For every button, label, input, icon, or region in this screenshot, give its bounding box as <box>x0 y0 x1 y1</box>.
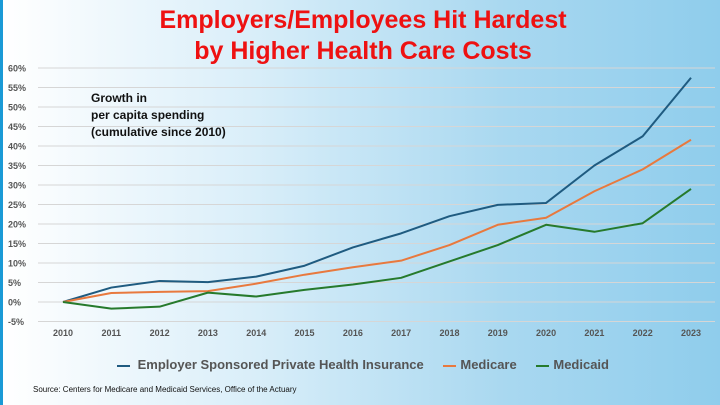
legend-item-medicaid: Medicaid <box>536 357 609 372</box>
y-tick-label: 60% <box>8 64 26 74</box>
annotation-line: Growth in <box>91 91 147 105</box>
chart-annotation: Growth in per capita spending (cumulativ… <box>91 90 226 141</box>
legend-swatch <box>117 364 131 367</box>
y-tick-label: 0% <box>8 298 21 308</box>
title-line-1: Employers/Employees Hit Hardest <box>159 6 567 34</box>
x-tick-label: 2023 <box>681 328 701 338</box>
x-tick-label: 2010 <box>53 328 73 338</box>
legend: Employer Sponsored Private Health Insura… <box>3 357 720 372</box>
legend-label: Medicaid <box>553 357 609 372</box>
annotation-line: per capita spending <box>91 108 205 122</box>
title-line-2: by Higher Health Care Costs <box>194 37 532 65</box>
y-tick-label: 35% <box>8 161 26 171</box>
legend-item-medicare: Medicare <box>443 357 517 372</box>
y-tick-label: -5% <box>8 317 24 327</box>
chart-title: Employers/Employees Hit Hardest by Highe… <box>3 5 720 67</box>
x-tick-label: 2013 <box>198 328 218 338</box>
y-tick-label: 25% <box>8 200 26 210</box>
source-note: Source: Centers for Medicare and Medicai… <box>33 385 297 394</box>
annotation-line: (cumulative since 2010) <box>91 125 226 139</box>
x-tick-label: 2017 <box>391 328 411 338</box>
y-tick-label: 10% <box>8 259 26 269</box>
series-line-medicare <box>62 138 692 303</box>
x-tick-label: 2022 <box>633 328 653 338</box>
x-tick-label: 2019 <box>488 328 508 338</box>
x-tick-label: 2014 <box>246 328 266 338</box>
y-tick-label: 15% <box>8 239 26 249</box>
series-line-medicaid <box>62 188 692 310</box>
y-tick-label: 55% <box>8 83 26 93</box>
x-tick-label: 2015 <box>295 328 315 338</box>
x-tick-label: 2021 <box>584 328 604 338</box>
x-tick-label: 2011 <box>102 328 122 338</box>
y-tick-label: 30% <box>8 181 26 191</box>
y-tick-label: 40% <box>8 142 26 152</box>
x-tick-label: 2012 <box>150 328 170 338</box>
series-line-employer <box>62 77 692 303</box>
line-chart: -5% 0% 5% 10% 15% 20% 25% 30% 35% 40% 45% 50% 55% 60%… <box>8 64 715 338</box>
y-tick-label: 20% <box>8 220 26 230</box>
x-tick-label: 2018 <box>439 328 459 338</box>
y-tick-label: 45% <box>8 122 26 132</box>
y-tick-label: 5% <box>8 278 21 288</box>
legend-swatch <box>536 364 550 367</box>
legend-item-employer: Employer Sponsored Private Health Insura… <box>117 357 424 372</box>
x-tick-label: 2016 <box>343 328 363 338</box>
legend-label: Employer Sponsored Private Health Insura… <box>137 357 424 372</box>
legend-swatch <box>443 364 457 367</box>
y-tick-label: 50% <box>8 103 26 113</box>
x-tick-label: 2020 <box>536 328 556 338</box>
legend-label: Medicare <box>460 357 517 372</box>
